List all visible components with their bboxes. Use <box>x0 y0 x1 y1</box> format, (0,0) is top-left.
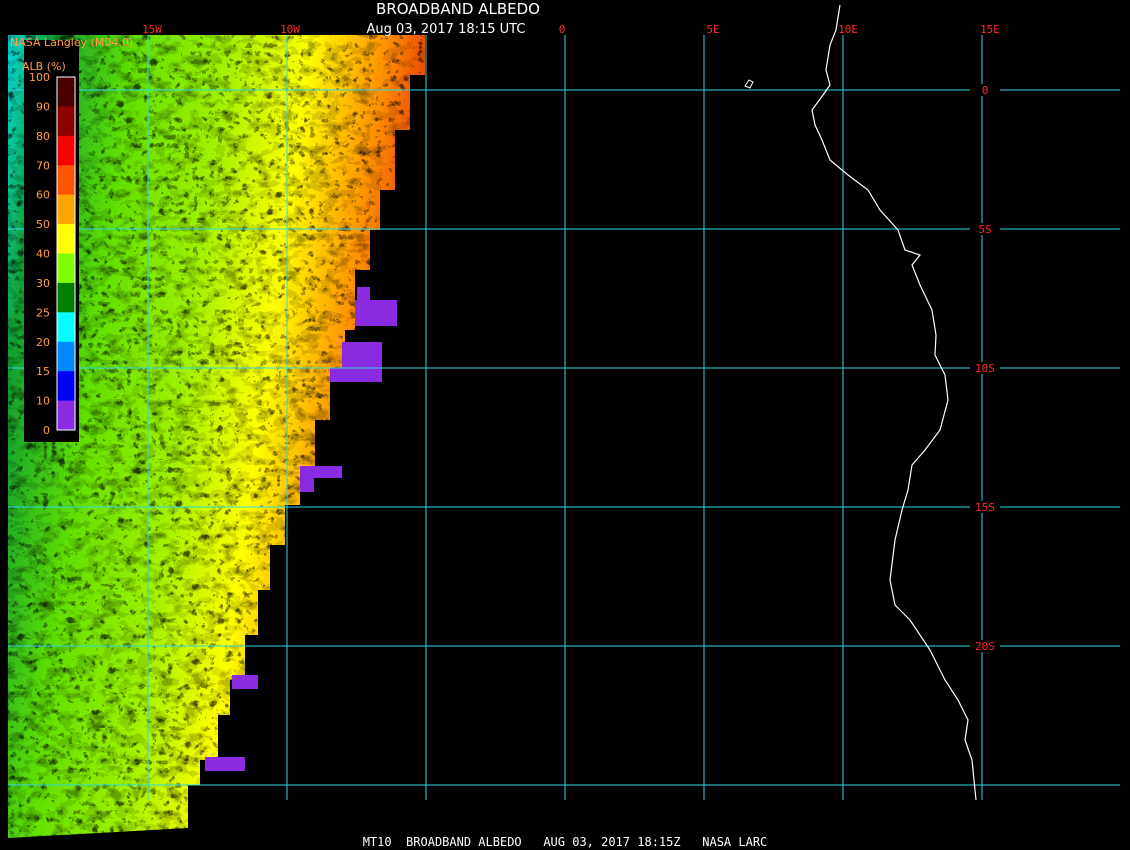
legend-label: 70 <box>36 159 50 172</box>
legend-swatch <box>57 135 75 166</box>
longitude-label: 15E <box>980 23 1000 36</box>
latitude-labels: 0 5S 10S 15S 20S <box>970 84 1000 653</box>
graticule <box>8 35 1120 800</box>
legend-label: 40 <box>36 248 50 261</box>
legend-swatch <box>57 371 75 402</box>
legend-swatch <box>57 165 75 196</box>
legend-swatch <box>57 194 75 225</box>
legend-swatch <box>57 312 75 343</box>
coastline <box>811 4 977 801</box>
legend-label: 50 <box>36 218 50 231</box>
legend-label: 100 <box>29 71 50 84</box>
latitude-label-bg <box>970 223 1000 235</box>
low-albedo-patches <box>205 287 397 771</box>
legend-label: 25 <box>36 306 50 319</box>
legend-label: 0 <box>43 424 50 437</box>
legend-label: 90 <box>36 100 50 113</box>
longitude-label: 10E <box>838 23 858 36</box>
legend-label: 80 <box>36 130 50 143</box>
legend-label: 30 <box>36 277 50 290</box>
legend-title: ALB (%) <box>22 60 66 73</box>
legend-swatch <box>57 224 75 254</box>
latitude-label: 15S <box>975 501 995 514</box>
footer-caption: MT10 BROADBAND ALBEDO AUG 03, 2017 18:15… <box>363 835 768 849</box>
legend-swatch <box>57 282 75 313</box>
longitude-label: 5E <box>706 23 719 36</box>
legend-label: 20 <box>36 336 50 349</box>
longitude-label: 15W <box>142 23 162 36</box>
map-title: BROADBAND ALBEDO <box>376 0 540 18</box>
island <box>744 79 754 89</box>
legend-label: 60 <box>36 189 50 202</box>
latitude-label-bg <box>970 640 1000 652</box>
legend-frame <box>56 76 76 431</box>
legend-label: 10 <box>36 395 50 408</box>
latitude-label: 20S <box>975 640 995 653</box>
timestamp: Aug 03, 2017 18:15 UTC <box>367 22 526 37</box>
longitude-label: 0 <box>559 23 566 36</box>
source-label: NASA Langley (M04.0) <box>10 36 133 49</box>
longitude-label: 10W <box>280 23 300 36</box>
latitude-label-bg <box>970 501 1000 513</box>
latitude-label: 0 <box>982 84 989 97</box>
legend-swatch <box>57 77 75 107</box>
legend-swatch <box>57 106 75 137</box>
latitude-label-bg <box>970 362 1000 374</box>
legend-swatch <box>57 341 75 372</box>
legend-label: 15 <box>36 365 50 378</box>
latitude-label: 10S <box>975 362 995 375</box>
latitude-label-bg <box>970 84 1000 96</box>
legend-swatch <box>57 400 75 431</box>
longitude-labels: 15W 10W 0 5E 10E 15E <box>142 23 1000 36</box>
latitude-label: 5S <box>978 223 991 236</box>
legend-swatch <box>57 253 75 284</box>
